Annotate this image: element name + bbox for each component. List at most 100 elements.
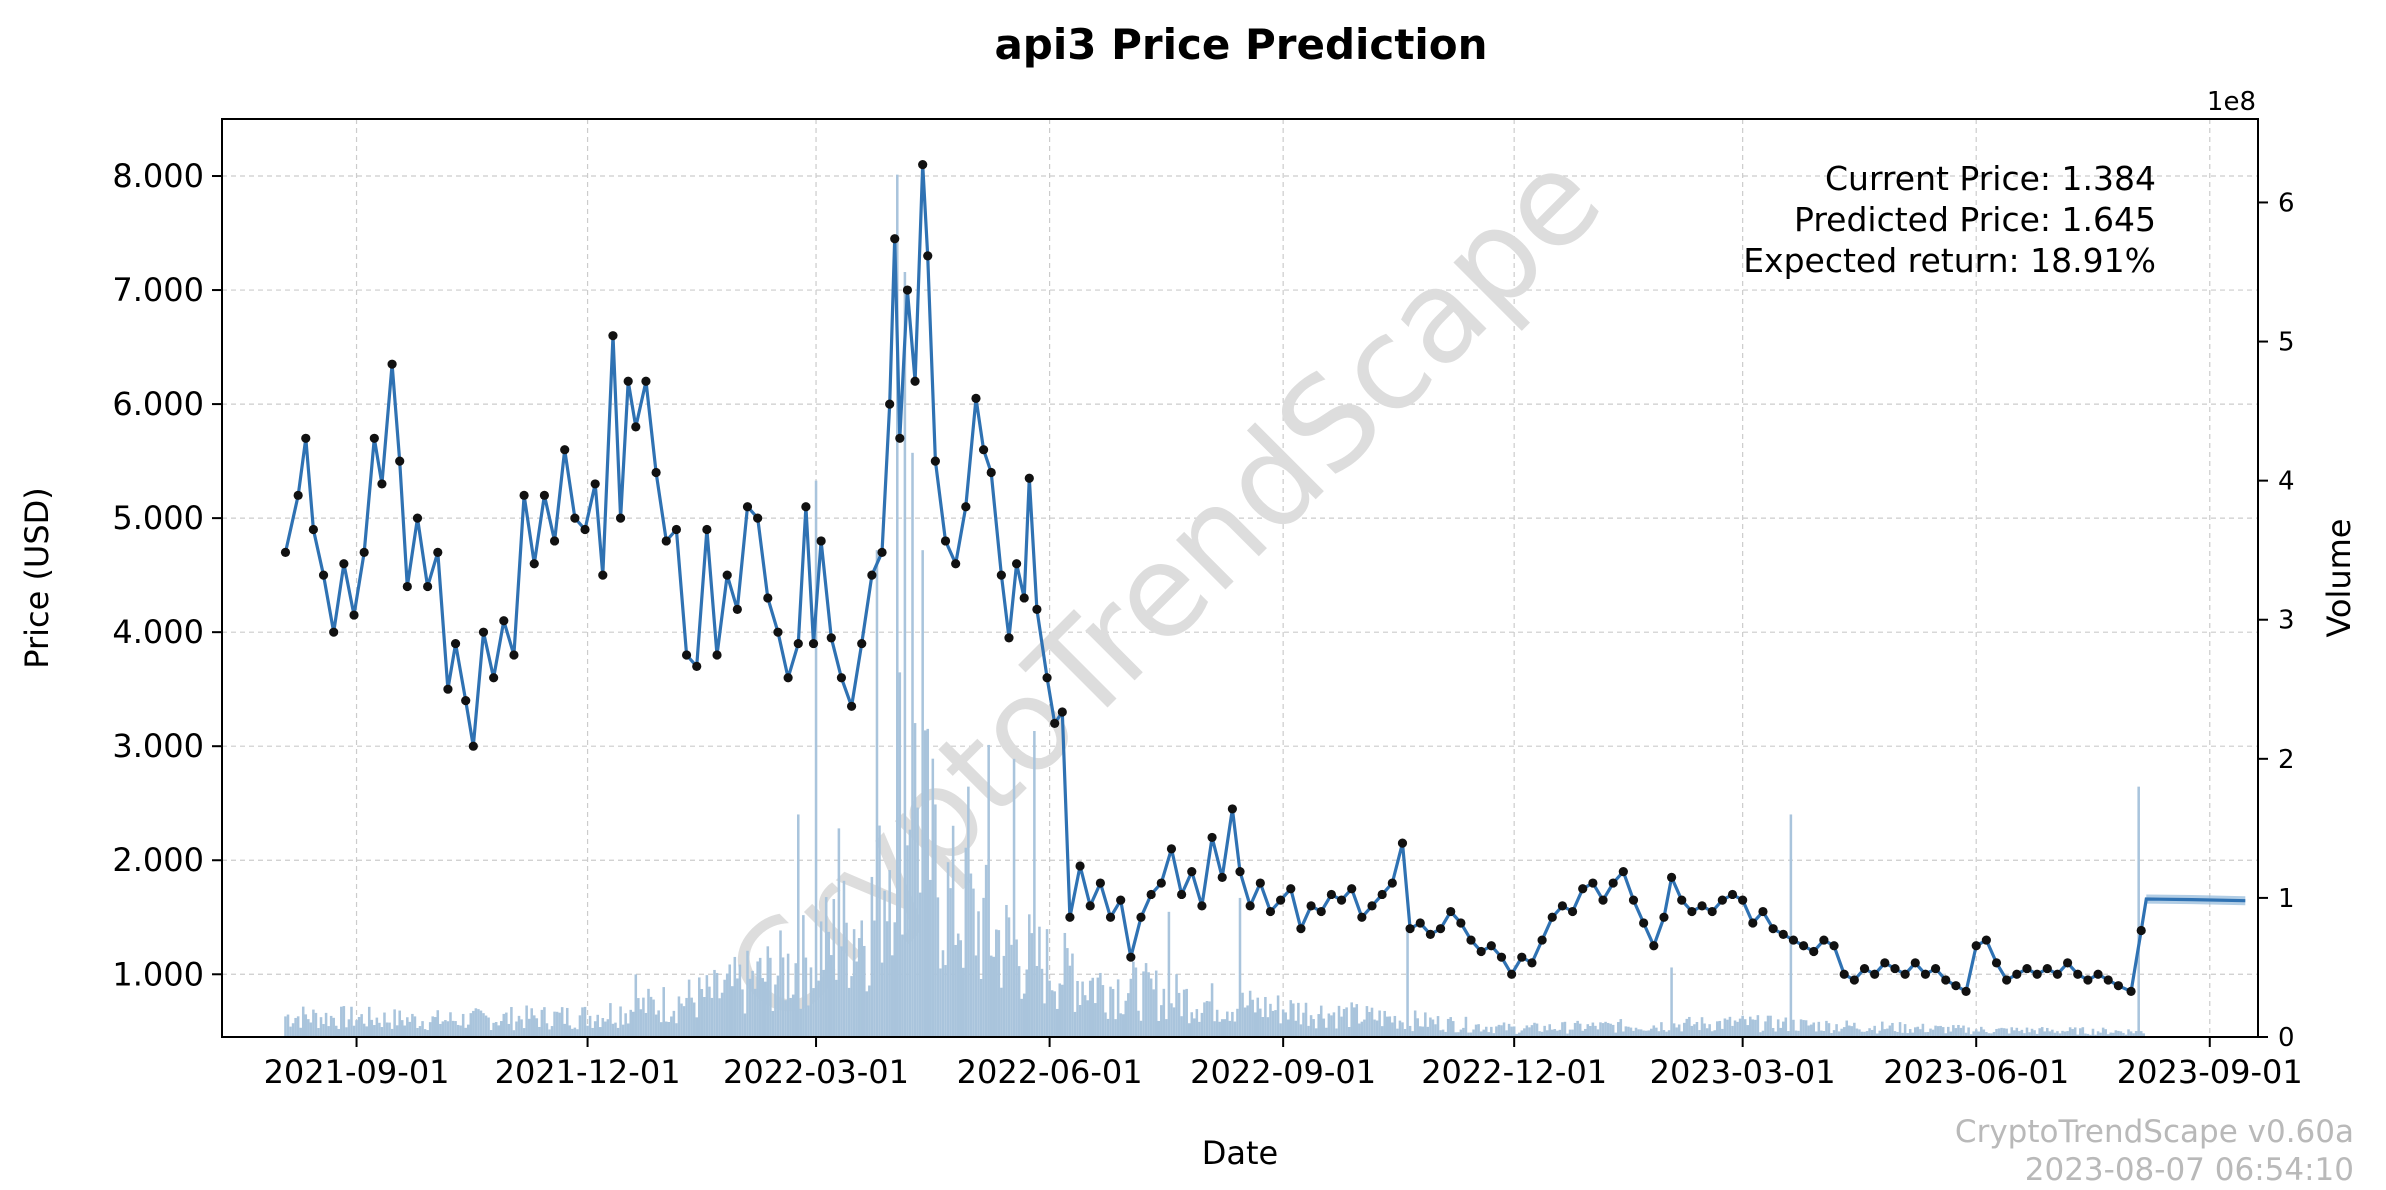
volume-bar: [588, 1015, 592, 1037]
volume-bar: [327, 1026, 330, 1037]
volume-bar: [1550, 1029, 1554, 1037]
volume-bar: [1863, 1031, 1866, 1037]
volume-bar: [1520, 1030, 1524, 1037]
volume-bar: [1033, 731, 1036, 1037]
volume-bar: [639, 1009, 643, 1037]
volume-bar: [499, 1021, 503, 1037]
volume-bar: [1454, 1032, 1458, 1037]
price-point: [836, 673, 847, 683]
price-point: [902, 285, 913, 295]
volume-bar: [680, 1003, 683, 1037]
volume-bar: [857, 938, 861, 1037]
volume-bar: [1200, 1012, 1204, 1037]
volume-bar: [1980, 1026, 1983, 1037]
volume-bar: [560, 1007, 564, 1037]
volume-bar: [1299, 1024, 1303, 1037]
price-point: [318, 570, 329, 580]
volume-bar: [2142, 1033, 2146, 1037]
volume-bar: [619, 1006, 622, 1037]
volume-bar: [474, 1008, 478, 1037]
price-point: [549, 536, 560, 546]
price-point: [2073, 969, 2083, 979]
volume-bar: [1700, 1017, 1704, 1037]
volume-bar: [1974, 1029, 1978, 1037]
prediction-line: [2139, 897, 2246, 931]
info-box: Current Price: 1.384 Predicted Price: 1.…: [1743, 159, 2156, 280]
price-point: [923, 251, 933, 261]
volume-bar: [1228, 1020, 1232, 1037]
volume-bar: [901, 934, 904, 1037]
volume-bar: [446, 1021, 450, 1037]
volume-bar: [527, 1018, 531, 1037]
volume-bar: [1561, 1022, 1564, 1037]
volume-bar: [644, 1012, 648, 1037]
volume-bar: [1840, 1028, 1843, 1037]
volume-bar: [411, 1013, 414, 1037]
volume-bar: [931, 758, 935, 1037]
volume-bar: [1710, 1031, 1714, 1037]
volume-bar: [736, 978, 739, 1037]
price-point: [433, 547, 443, 557]
price-point: [1032, 604, 1042, 614]
volume-bar: [563, 1023, 566, 1037]
volume-bar: [1424, 1012, 1427, 1037]
volume-bar: [1553, 1029, 1557, 1037]
price-point: [2032, 969, 2042, 979]
volume-bar: [1573, 1022, 1577, 1037]
price-point: [570, 513, 580, 523]
volume-bar: [1776, 1019, 1780, 1037]
volume-bar: [1396, 1028, 1399, 1037]
price-point: [1687, 906, 1697, 917]
volume-bar: [1015, 939, 1018, 1037]
volume-bar: [835, 979, 838, 1037]
price-point: [732, 604, 742, 614]
volume-bar: [690, 997, 693, 1037]
volume-bar: [1792, 1019, 1795, 1037]
price-point: [986, 467, 996, 478]
price-point: [1527, 958, 1537, 968]
volume-bar: [1457, 1032, 1460, 1037]
volume-bar: [959, 940, 963, 1037]
volume-bar: [1812, 1022, 1816, 1037]
price-point: [1326, 889, 1336, 900]
volume-bar: [611, 1023, 615, 1037]
volume-bar: [1020, 998, 1023, 1037]
price-point: [1880, 958, 1890, 968]
volume-bar: [1901, 1032, 1904, 1037]
volume-bar: [2048, 1031, 2052, 1037]
volume-bar: [1690, 1025, 1694, 1037]
volume-bar: [2040, 1027, 2044, 1037]
volume-bar: [1083, 995, 1087, 1037]
volume-bar: [517, 1015, 521, 1037]
volume-bar: [329, 1015, 333, 1037]
price-point: [793, 638, 803, 649]
price-point: [1819, 935, 1829, 945]
y2-axis-label: Volume: [2320, 518, 2358, 637]
volume-bar: [964, 847, 968, 1037]
volume-bar: [1297, 1002, 1300, 1037]
price-point: [1578, 884, 1588, 894]
volume-bar: [553, 1011, 556, 1037]
x-tick-label: 2023-06-01: [1883, 1053, 2069, 1091]
price-point: [1707, 906, 1717, 917]
volume-bar: [2119, 1031, 2123, 1037]
volume-bar: [1350, 1002, 1353, 1037]
volume-bar: [2066, 1031, 2069, 1037]
volume-bar: [1985, 1031, 1988, 1037]
volume-bar: [1380, 1026, 1384, 1037]
volume-bar: [472, 1010, 475, 1037]
volume-bar: [797, 814, 800, 1037]
volume-bar: [1870, 1029, 1874, 1037]
price-point: [377, 479, 387, 489]
volume-bar: [1698, 1030, 1701, 1037]
volume-bar: [286, 1014, 290, 1037]
volume-bar: [870, 876, 874, 1037]
volume-bar: [715, 972, 719, 1037]
volume-bar: [1038, 926, 1041, 1037]
volume-bar: [865, 991, 869, 1037]
volume-bar: [469, 1013, 473, 1037]
price-point: [2022, 963, 2032, 974]
volume-bar: [1997, 1028, 2001, 1037]
price-point: [641, 376, 651, 386]
volume-bar: [868, 985, 871, 1037]
